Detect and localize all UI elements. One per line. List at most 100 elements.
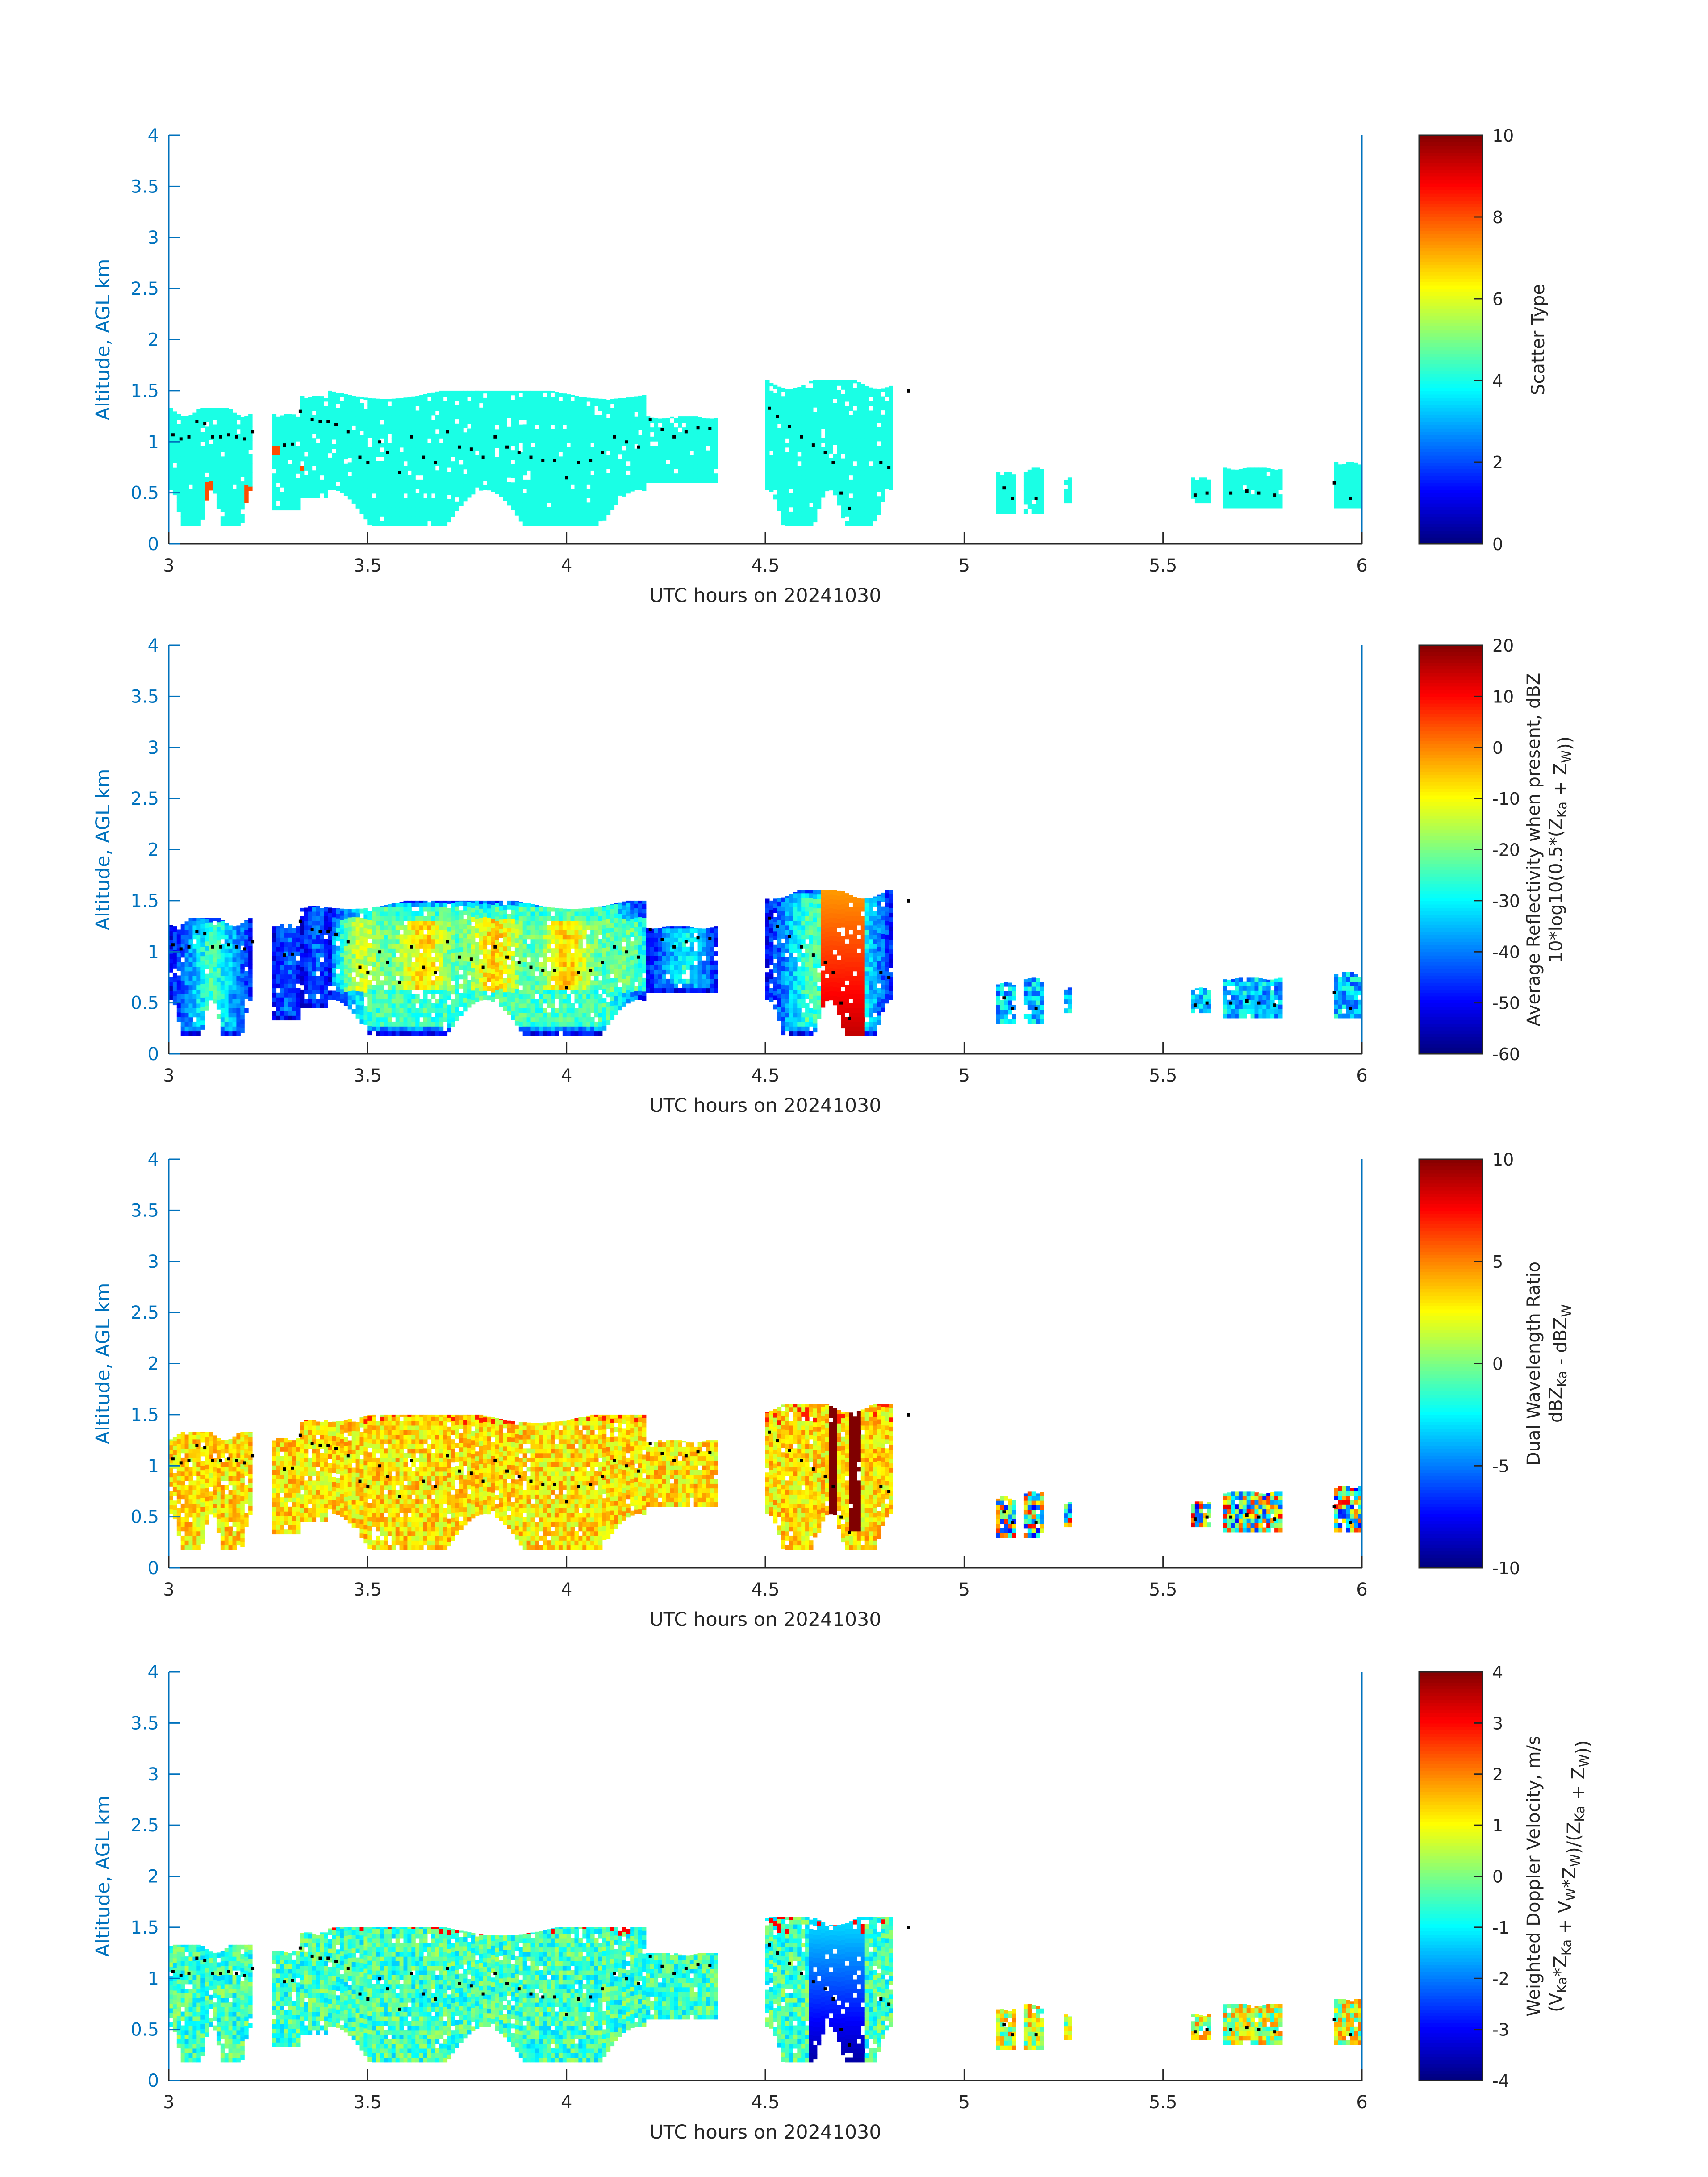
heatmap-cell — [582, 461, 587, 466]
heatmap-cell — [495, 466, 499, 471]
heatmap-cell — [551, 470, 555, 475]
heatmap-cell — [499, 432, 503, 437]
heatmap-cell — [312, 401, 317, 406]
heatmap-cell — [817, 393, 822, 398]
heatmap-cell — [229, 456, 233, 461]
heatmap-cell — [1203, 480, 1207, 485]
heatmap-cell — [602, 470, 607, 475]
heatmap-cell — [642, 440, 647, 445]
heatmap-cell — [272, 993, 277, 998]
heatmap-cell — [340, 438, 344, 443]
heatmap-cell — [196, 1012, 201, 1017]
heatmap-cell — [610, 491, 615, 496]
heatmap-cell — [435, 470, 440, 475]
heatmap-cell — [316, 456, 321, 461]
heatmap-cell — [447, 435, 452, 440]
heatmap-cell — [825, 482, 830, 487]
heatmap-cell — [423, 521, 428, 526]
heatmap-cell — [296, 492, 301, 497]
heatmap-cell — [1239, 499, 1243, 504]
heatmap-cell — [185, 925, 189, 930]
heatmap-cell — [296, 455, 301, 460]
colorbar-step — [1419, 364, 1482, 368]
heatmap-cell — [1342, 504, 1347, 509]
colorbar-step — [1419, 217, 1482, 221]
heatmap-cell — [1036, 490, 1040, 495]
heatmap-cell — [431, 447, 436, 452]
heatmap-cell — [229, 470, 233, 475]
heatmap-cell — [1243, 504, 1247, 509]
heatmap-cell — [563, 502, 567, 507]
heatmap-cell — [841, 445, 845, 450]
heatmap-cell — [797, 512, 802, 517]
heatmap-cell — [459, 501, 464, 506]
heatmap-cell — [324, 443, 328, 448]
heatmap-cell — [300, 443, 305, 448]
heatmap-cell — [777, 488, 782, 493]
heatmap-cell — [634, 417, 639, 422]
heatmap-cell — [236, 516, 241, 521]
colorbar-step — [1419, 462, 1482, 466]
heatmap-cell — [221, 502, 225, 507]
heatmap-cell — [312, 424, 317, 429]
heatmap-cell — [384, 498, 388, 503]
heatmap-cell — [229, 516, 233, 521]
heatmap-cell — [312, 470, 317, 475]
heatmap-cell — [221, 930, 225, 935]
heatmap-cell — [586, 452, 591, 457]
heatmap-cell — [666, 455, 670, 460]
heatmap-cell — [578, 434, 583, 439]
heatmap-cell — [575, 397, 579, 402]
heatmap-cell — [200, 988, 205, 993]
heatmap-cell — [451, 425, 455, 430]
heatmap-cell — [356, 462, 360, 467]
heatmap-cell — [356, 426, 360, 430]
heatmap-cell — [602, 438, 607, 443]
heatmap-cell — [304, 456, 309, 461]
heatmap-cell — [606, 510, 611, 515]
heatmap-cell — [447, 518, 452, 522]
heatmap-cell — [189, 512, 193, 517]
heatmap-cell — [531, 516, 535, 521]
heatmap-cell — [678, 446, 682, 451]
heatmap-cell — [185, 416, 189, 420]
heatmap-cell — [785, 493, 790, 498]
heatmap-cell — [551, 443, 555, 448]
heatmap-cell — [396, 521, 400, 526]
heatmap-cell — [857, 388, 861, 393]
heatmap-cell — [196, 953, 201, 958]
heatmap-cell — [181, 456, 185, 461]
heatmap-cell — [320, 415, 325, 420]
heatmap-cell — [618, 468, 623, 473]
heatmap-cell — [427, 406, 432, 411]
heatmap-cell — [304, 398, 309, 402]
heatmap-cell — [594, 401, 599, 406]
heatmap-cell — [511, 391, 515, 395]
heatmap-cell — [479, 449, 484, 454]
heatmap-cell — [376, 429, 380, 434]
heatmap-cell — [582, 415, 587, 420]
heatmap-cell — [487, 407, 492, 412]
heatmap-cell — [575, 507, 579, 512]
heatmap-cell — [507, 436, 511, 441]
heatmap-cell — [423, 512, 428, 517]
heatmap-cell — [996, 472, 1001, 477]
heatmap-cell — [407, 443, 412, 448]
heatmap-cell — [785, 406, 790, 411]
heatmap-cell — [503, 404, 507, 409]
heatmap-cell — [706, 455, 710, 460]
heatmap-cell — [1004, 490, 1008, 495]
heatmap-cell — [181, 416, 185, 420]
colorbar-step — [1419, 414, 1482, 418]
heatmap-cell — [471, 425, 476, 430]
heatmap-cell — [447, 407, 452, 412]
heatmap-cell — [181, 994, 185, 999]
heatmap-cell — [845, 434, 849, 439]
heatmap-cell — [1270, 476, 1275, 481]
heatmap-cell — [463, 418, 468, 423]
heatmap-cell — [849, 406, 853, 411]
heatmap-cell — [833, 417, 837, 422]
heatmap-cell — [475, 469, 480, 474]
heatmap-cell — [571, 466, 575, 471]
heatmap-cell — [332, 430, 336, 435]
